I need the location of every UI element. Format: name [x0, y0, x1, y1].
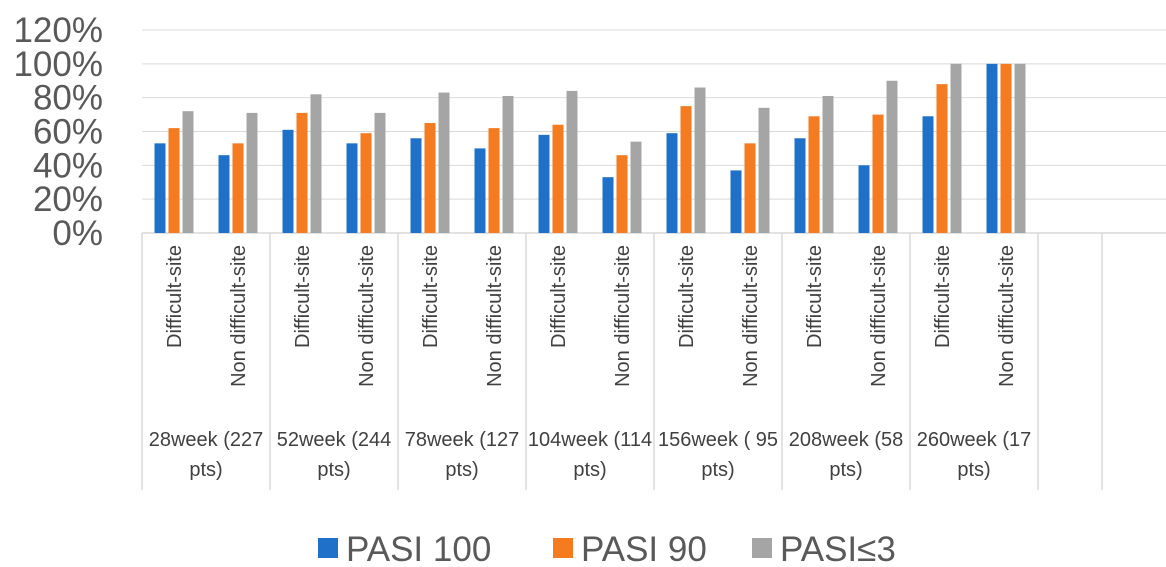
bar — [744, 143, 756, 233]
group-label: 260week (17 pts) — [916, 429, 1032, 481]
bar — [246, 112, 258, 233]
bar — [694, 87, 706, 234]
bar — [488, 128, 500, 233]
bar — [794, 138, 806, 233]
x-tick-label: Non difficult-site — [356, 245, 378, 387]
group-label: 52week (244 pts) — [276, 429, 392, 481]
bar — [808, 116, 820, 233]
bar — [474, 148, 486, 233]
x-tick-label: Non difficult-site — [612, 245, 634, 387]
y-tick-label: 40% — [33, 146, 103, 185]
y-tick-label: 20% — [33, 180, 103, 219]
y-tick-label: 120% — [13, 11, 103, 50]
legend-swatch — [553, 538, 573, 558]
bar — [758, 107, 770, 233]
bar — [922, 116, 934, 233]
x-tick-label: Non difficult-site — [740, 245, 762, 387]
bar — [218, 155, 230, 233]
x-tick-label: Non difficult-site — [868, 245, 890, 387]
bar — [936, 84, 948, 233]
bar — [232, 143, 244, 233]
bar — [410, 138, 422, 233]
bar — [680, 106, 692, 233]
bar — [858, 165, 870, 233]
bar — [502, 95, 514, 233]
legend-label: PASI 90 — [581, 530, 707, 567]
bar — [168, 128, 180, 233]
bar — [346, 143, 358, 233]
bar — [310, 94, 322, 234]
bar — [950, 63, 962, 234]
group-label: 104week (114 pts) — [527, 429, 653, 481]
group-label: 78week (127 pts) — [404, 429, 520, 481]
bar — [552, 124, 564, 233]
bar — [566, 90, 578, 234]
bar — [616, 155, 628, 233]
bar — [282, 129, 294, 233]
group-label: 156week ( 95 pts) — [657, 429, 779, 481]
bar — [154, 143, 166, 233]
bar — [602, 177, 614, 233]
bar — [822, 95, 834, 233]
bar — [438, 92, 450, 233]
y-tick-label: 0% — [52, 214, 103, 253]
bar — [630, 141, 642, 233]
bar — [424, 123, 436, 233]
x-tick-label: Difficult-site — [548, 245, 570, 348]
y-tick-label: 100% — [13, 45, 103, 84]
x-tick-label: Difficult-site — [804, 245, 826, 348]
legend-swatch — [752, 538, 772, 558]
y-tick-label: 60% — [33, 113, 103, 152]
x-tick-label: Non difficult-site — [484, 245, 506, 387]
bar — [872, 114, 884, 233]
legend-label: PASI≤3 — [780, 530, 896, 567]
x-tick-label: Difficult-site — [164, 245, 186, 348]
bar — [1014, 63, 1026, 234]
y-tick-label: 80% — [33, 79, 103, 118]
bar — [296, 112, 308, 233]
bar — [986, 63, 998, 234]
bar — [666, 133, 678, 233]
legend-swatch — [318, 538, 338, 558]
x-tick-label: Non difficult-site — [996, 245, 1018, 387]
x-tick-label: Difficult-site — [420, 245, 442, 348]
group-label: 208week (58 pts) — [788, 429, 904, 481]
bar — [182, 111, 194, 233]
bar — [374, 112, 386, 233]
group-label: 28week (227 pts) — [148, 429, 264, 481]
x-tick-label: Difficult-site — [932, 245, 954, 348]
bar — [1000, 63, 1012, 234]
x-tick-label: Non difficult-site — [228, 245, 250, 387]
x-tick-label: Difficult-site — [292, 245, 314, 348]
bar — [886, 80, 898, 233]
bar — [730, 170, 742, 233]
x-tick-label: Difficult-site — [676, 245, 698, 348]
bar — [360, 133, 372, 233]
bar — [538, 134, 550, 233]
legend-label: PASI 100 — [346, 530, 491, 567]
